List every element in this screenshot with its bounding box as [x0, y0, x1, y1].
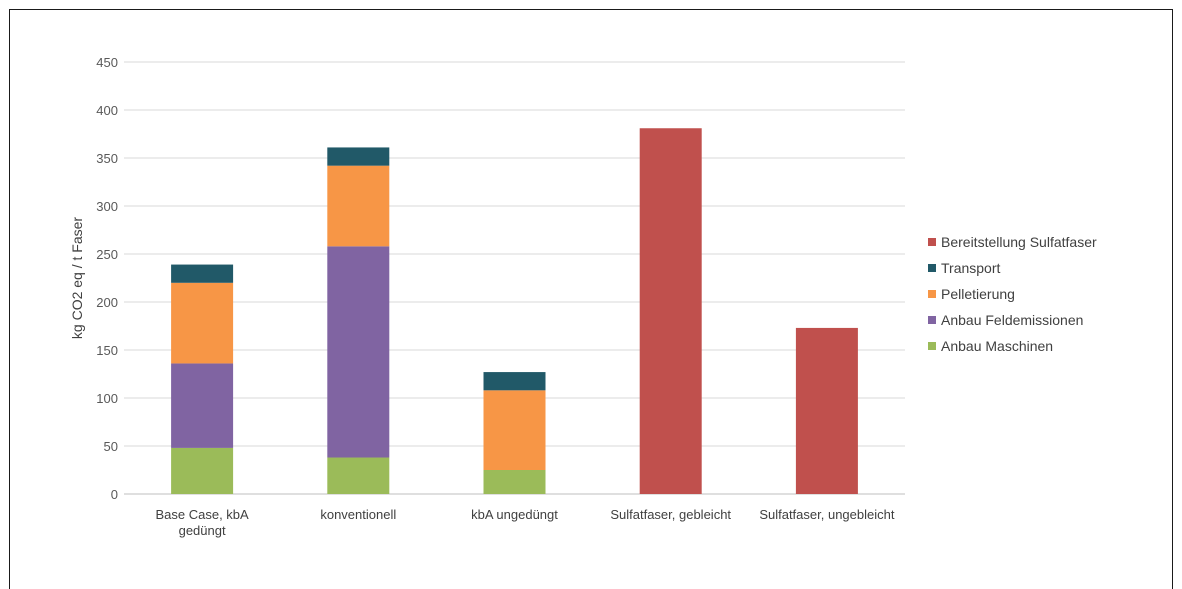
y-tick-label: 200	[96, 295, 118, 310]
legend-swatch	[928, 290, 936, 298]
bar-segment	[327, 147, 390, 166]
legend-swatch	[928, 264, 936, 272]
x-category-label: Base Case, kbA	[155, 507, 249, 522]
x-category-label: Sulfatfaser, ungebleicht	[759, 507, 895, 522]
y-tick-label: 50	[104, 439, 118, 454]
bar-segment	[327, 246, 390, 458]
y-tick-label: 300	[96, 199, 118, 214]
legend-label: Bereitstellung Sulfatfaser	[941, 234, 1097, 250]
y-tick-label: 100	[96, 391, 118, 406]
bar-segment	[171, 447, 234, 494]
x-category-label: konventionell	[320, 507, 396, 522]
legend-swatch	[928, 238, 936, 246]
x-category-label: gedüngt	[179, 523, 226, 538]
y-tick-label: 450	[96, 55, 118, 70]
bar-segment	[483, 470, 546, 494]
x-category-label: Sulfatfaser, gebleicht	[610, 507, 731, 522]
x-category-label: kbA ungedüngt	[471, 507, 558, 522]
bars	[171, 128, 858, 494]
legend-label: Pelletierung	[941, 286, 1015, 302]
bar-segment	[795, 327, 858, 494]
legend: Bereitstellung Sulfatfaser Transport Pelle…	[928, 234, 1097, 354]
y-tick-label: 400	[96, 103, 118, 118]
bar-segment	[639, 128, 702, 494]
gridlines	[124, 61, 905, 495]
y-tick-label: 0	[111, 487, 118, 502]
legend-swatch	[928, 316, 936, 324]
bar-segment	[483, 372, 546, 391]
y-axis-ticks: 0 50 100 150 200 250 300 350 400 450	[96, 55, 118, 502]
y-tick-label: 150	[96, 343, 118, 358]
legend-label: Transport	[941, 260, 1001, 276]
bar-segment	[483, 390, 546, 470]
y-axis-label: kg CO2 eq / t Faser	[69, 217, 85, 339]
legend-swatch	[928, 342, 936, 350]
bar-segment	[171, 282, 234, 364]
legend-label: Anbau Maschinen	[941, 338, 1053, 354]
y-tick-label: 350	[96, 151, 118, 166]
bar-segment	[327, 165, 390, 247]
bar-segment	[171, 363, 234, 448]
y-tick-label: 250	[96, 247, 118, 262]
bar-segment	[327, 457, 390, 494]
chart-frame: 0 50 100 150 200 250 300 350 400 450 Base Case, k…	[9, 9, 1173, 589]
bar-segment	[171, 264, 234, 283]
stacked-bar-chart: 0 50 100 150 200 250 300 350 400 450 Base Case, k…	[69, 55, 1097, 538]
legend-label: Anbau Feldemissionen	[941, 312, 1083, 328]
